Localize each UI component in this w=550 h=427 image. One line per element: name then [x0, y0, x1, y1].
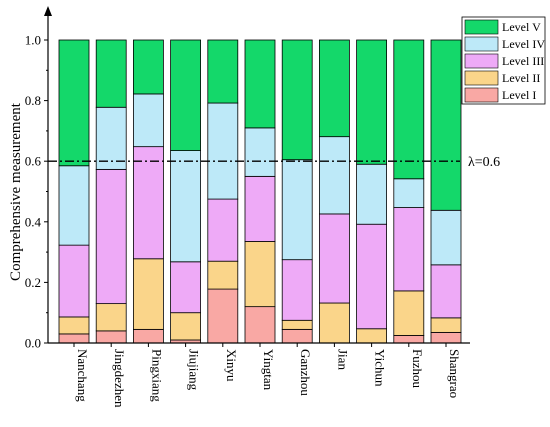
bar-segment-pingxiang-level-2 [132, 258, 164, 330]
bar-segment-fuzhou-level-5 [393, 39, 425, 180]
legend: Level V Level IV Level III Level II Level I [461, 16, 546, 105]
bar-segment-yichun-level-3 [356, 223, 388, 330]
legend-swatch [464, 19, 499, 35]
legend-swatch [464, 87, 499, 103]
x-tick-label: Nanchang [75, 349, 90, 402]
y-tick-label: 0.2 [25, 275, 41, 290]
bar-segment-yingtan-level-1 [244, 306, 276, 344]
plot-area [58, 39, 462, 344]
bar-segment-yingtan-level-2 [244, 241, 276, 308]
bar-segment-ganzhou-level-3 [281, 259, 313, 321]
bar-segment-jiujiang-level-2 [170, 312, 202, 341]
bar-segment-nanchang-level-4 [58, 165, 90, 246]
bar-segment-ganzhou-level-4 [281, 159, 313, 261]
x-tick-label: Pingxiang [149, 349, 164, 402]
bar-segment-shangrao-level-2 [430, 317, 462, 333]
x-tick-label: Jingdezhen [112, 349, 127, 408]
x-tick-label: Yingtan [261, 349, 276, 391]
bar-segment-jingdezhen-level-1 [95, 330, 127, 344]
bar-segment-pingxiang-level-5 [132, 39, 164, 95]
x-tick-label: Ganzhou [298, 349, 313, 396]
bar-segment-fuzhou-level-4 [393, 178, 425, 208]
bar-segment-xinyu-level-1 [207, 288, 239, 344]
bar-segment-fuzhou-level-2 [393, 290, 425, 336]
bar-segment-pingxiang-level-1 [132, 328, 164, 344]
bar-segment-yichun-level-5 [356, 39, 388, 165]
bar-segment-shangrao-level-5 [430, 39, 462, 211]
bar-segment-jian-level-4 [318, 136, 350, 215]
reference-line-group: λ=0.6 [48, 155, 500, 170]
legend-label: Level II [502, 71, 540, 85]
y-tick-label: 0.8 [25, 93, 41, 108]
x-tick-label: Yichun [373, 349, 388, 387]
bar-segment-jiujiang-level-3 [170, 261, 202, 314]
y-tick-label: 0.0 [25, 336, 41, 351]
bar-segment-shangrao-level-1 [430, 331, 462, 344]
x-tick-label: Xinyu [224, 349, 239, 382]
legend-swatch [464, 70, 499, 86]
bar-segment-jiujiang-level-4 [170, 150, 202, 263]
axes: Nanchang Jingdezhen Pingxiang Jiujiang Xinyu… [25, 6, 470, 408]
bar-segment-nanchang-level-5 [58, 39, 90, 167]
bar-segment-nanchang-level-2 [58, 316, 90, 335]
bar-segment-yingtan-level-3 [244, 175, 276, 242]
y-tick-label: 0.6 [25, 154, 42, 169]
bar-segment-pingxiang-level-4 [132, 93, 164, 148]
bar-segment-jingdezhen-level-3 [95, 168, 127, 305]
reference-line-label: λ=0.6 [468, 155, 500, 170]
bar-segment-xinyu-level-2 [207, 260, 239, 290]
legend-label: Level V [502, 20, 541, 34]
bar-segment-jian-level-3 [318, 213, 350, 304]
legend-swatch [464, 53, 499, 69]
bar-segment-nanchang-level-1 [58, 333, 90, 344]
bar-segment-yichun-level-4 [356, 163, 388, 225]
bar-segment-jiujiang-level-5 [170, 39, 202, 151]
bar-segment-yichun-level-2 [356, 328, 388, 344]
y-axis-arrow [44, 6, 52, 16]
bar-segment-shangrao-level-3 [430, 264, 462, 319]
bar-segment-xinyu-level-4 [207, 102, 239, 200]
bar-segment-xinyu-level-5 [207, 39, 239, 104]
bar-segment-yingtan-level-5 [244, 39, 276, 129]
bar-segment-fuzhou-level-1 [393, 335, 425, 344]
bar-segment-shangrao-level-4 [430, 209, 462, 266]
legend-swatch [464, 36, 499, 52]
y-tick-label: 1.0 [25, 33, 41, 48]
bar-segment-jingdezhen-level-4 [95, 106, 127, 170]
bar-segment-jingdezhen-level-5 [95, 39, 127, 108]
bar-segment-ganzhou-level-2 [281, 319, 313, 330]
bar-segment-nanchang-level-3 [58, 244, 90, 318]
x-tick-label: Jiujiang [187, 349, 202, 391]
x-tick-label: Fuzhou [410, 349, 425, 389]
y-tick-label: 0.4 [25, 214, 42, 229]
bar-segment-pingxiang-level-3 [132, 146, 164, 260]
bar-segment-jingdezhen-level-2 [95, 303, 127, 332]
legend-label: Level III [502, 54, 544, 68]
bar-segment-fuzhou-level-3 [393, 207, 425, 292]
bar-segment-jian-level-2 [318, 302, 350, 344]
bar-segment-ganzhou-level-1 [281, 328, 313, 344]
bar-segment-xinyu-level-3 [207, 198, 239, 262]
bar-segment-yingtan-level-4 [244, 127, 276, 177]
legend-label: Level IV [502, 37, 545, 51]
bar-segment-ganzhou-level-5 [281, 39, 313, 161]
legend-label: Level I [502, 88, 536, 102]
x-tick-label: Jian [335, 349, 350, 370]
y-axis-label: Comprehensive measurement [8, 102, 24, 281]
x-tick-label: Shangrao [447, 349, 462, 398]
bar-segment-jian-level-5 [318, 39, 350, 138]
